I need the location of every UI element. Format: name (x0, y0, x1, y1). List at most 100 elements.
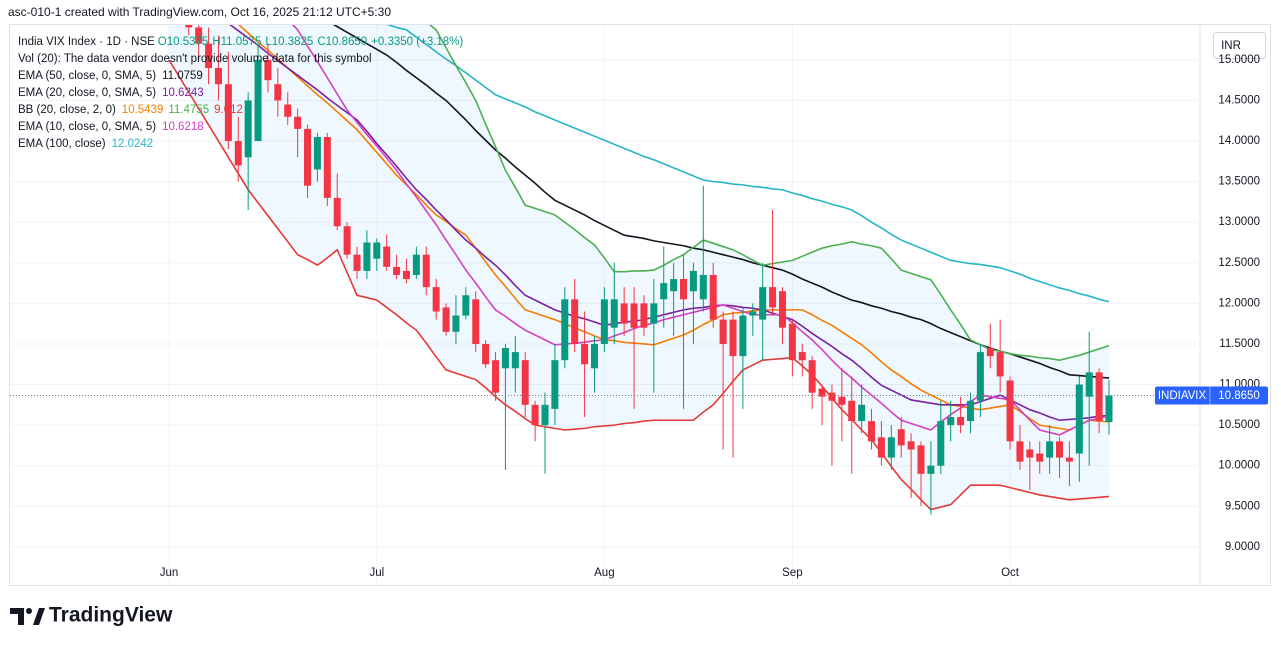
candle-body (541, 404, 549, 426)
indicator-line (168, 59, 1110, 511)
legend-text: C10.8650 (317, 36, 367, 48)
candle-body (274, 84, 282, 101)
candle-body (511, 352, 519, 369)
candle-body (422, 254, 430, 288)
candle-body (838, 396, 846, 405)
candle-body (214, 68, 222, 85)
y-tick-label: 14.0000 (1218, 135, 1260, 147)
candle-body (571, 299, 579, 344)
candle-body (1036, 453, 1044, 462)
candle-body (818, 388, 826, 397)
candle-body (452, 315, 460, 332)
candle-body (897, 429, 905, 446)
candle-body (868, 421, 876, 442)
legend-text: EMA (10, close, 0, SMA, 5) (18, 121, 156, 133)
candle-body (660, 283, 668, 300)
candle-body (234, 141, 242, 166)
candle-body (590, 343, 598, 369)
indicator-line (386, 25, 1110, 303)
candle-body (185, 25, 193, 28)
candle-body (442, 307, 450, 332)
candle-body (393, 266, 401, 275)
candle-body (1026, 449, 1034, 458)
brand: TradingView (49, 604, 173, 627)
currency-box[interactable] (1213, 32, 1266, 59)
candle-body (620, 303, 628, 324)
candle-body (917, 445, 925, 474)
legend-text: EMA (100, close) (18, 138, 106, 150)
candle-body (195, 27, 203, 44)
candle-body (877, 437, 885, 458)
x-tick-label: Sep (782, 567, 802, 579)
header: asc-010-1 created with TradingView.com, … (8, 5, 391, 19)
candle-body (412, 254, 420, 275)
legend-text: 12.0242 (112, 138, 154, 150)
plot-area (10, 25, 1200, 585)
candle-body (719, 319, 727, 344)
brand-logo (10, 608, 45, 625)
legend-text: India VIX Index · 1D · NSE (18, 36, 155, 48)
currency[interactable]: INR (1221, 40, 1241, 52)
candle-body (927, 465, 935, 474)
candle-body (709, 274, 717, 320)
indicator-line (332, 25, 1110, 379)
legend-text: Vol (20): The data vendor doesn't provid… (18, 53, 372, 65)
candle-body (254, 59, 262, 142)
candle-body (670, 279, 678, 292)
legend-text: 9.612 (214, 104, 243, 116)
indicator-line (428, 25, 1110, 362)
candle-body (561, 299, 569, 361)
y-tick-label: 13.5000 (1218, 176, 1260, 188)
candle-body (788, 323, 796, 361)
candle-body (600, 299, 608, 344)
candle-body (472, 299, 480, 344)
candle-body (966, 400, 974, 422)
x-tick-label: Oct (1001, 567, 1020, 579)
y-tick-label: 9.0000 (1225, 541, 1260, 553)
candle-body (689, 270, 697, 292)
candle-body (680, 279, 688, 300)
candle-body (531, 404, 539, 426)
candle-body (323, 137, 331, 198)
candle-body (521, 360, 529, 405)
legend-text: 10.6243 (162, 87, 204, 99)
candle-body (353, 254, 361, 271)
candle-body (492, 360, 500, 393)
candle-body (1095, 372, 1103, 422)
y-tick-label: 13.0000 (1218, 216, 1260, 228)
candle-body (947, 417, 955, 426)
candle-body (304, 128, 312, 186)
price-tag-bg (1155, 386, 1268, 405)
legend-text: 10.5439 (122, 104, 164, 116)
candle-body (1056, 441, 1064, 458)
candle-body (482, 343, 490, 365)
y-tick-label: 12.0000 (1218, 297, 1260, 309)
candle-body (343, 226, 351, 255)
price-tag-value: 10.8650 (1218, 390, 1260, 402)
candle-body (432, 287, 440, 312)
candle-body (1065, 457, 1073, 462)
candle-body (769, 287, 777, 308)
candle-body (610, 299, 618, 328)
y-tick-label: 15.0000 (1218, 54, 1260, 66)
candle-body (630, 303, 638, 328)
legend-text: L10.3825 (265, 36, 313, 48)
candle-body (996, 352, 1004, 377)
y-tick-label: 11.5000 (1219, 338, 1260, 350)
candle-body (383, 246, 391, 267)
indicator-line (291, 25, 1110, 436)
candle-body (581, 343, 589, 365)
y-tick-label: 10.0000 (1218, 460, 1260, 472)
legend-text: O10.5375 (158, 36, 209, 48)
legend-text: H11.0575 (212, 36, 261, 48)
candle-body (294, 116, 302, 129)
y-tick-label: 10.5000 (1218, 419, 1260, 431)
candle-body (363, 242, 371, 271)
candle-body (739, 315, 747, 357)
candle-body (887, 437, 895, 458)
candle-body (848, 400, 856, 422)
band-fill (169, 25, 1109, 510)
candle-body (976, 352, 984, 401)
y-tick-label: 12.5000 (1218, 257, 1260, 269)
